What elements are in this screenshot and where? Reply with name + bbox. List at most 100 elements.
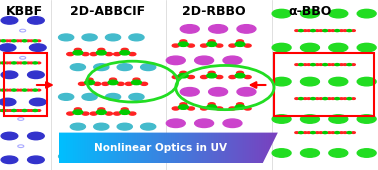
Circle shape xyxy=(129,34,144,41)
Bar xyxy=(4,53,47,116)
Circle shape xyxy=(1,109,6,112)
Circle shape xyxy=(339,30,343,31)
Circle shape xyxy=(29,98,46,106)
Circle shape xyxy=(117,64,132,71)
Circle shape xyxy=(244,107,251,110)
Circle shape xyxy=(201,75,208,79)
Circle shape xyxy=(187,75,194,79)
Circle shape xyxy=(117,123,132,130)
Circle shape xyxy=(82,34,97,41)
Circle shape xyxy=(59,153,74,160)
Circle shape xyxy=(79,142,85,145)
Circle shape xyxy=(29,62,33,64)
Circle shape xyxy=(303,30,307,31)
Circle shape xyxy=(357,77,376,86)
Circle shape xyxy=(94,142,101,145)
Circle shape xyxy=(307,30,311,31)
Circle shape xyxy=(1,71,18,79)
Circle shape xyxy=(5,40,9,42)
Text: Nonlinear Optics in UV: Nonlinear Optics in UV xyxy=(94,143,227,153)
Circle shape xyxy=(235,136,245,141)
Circle shape xyxy=(22,89,27,91)
Circle shape xyxy=(209,150,228,159)
Circle shape xyxy=(357,9,376,18)
Circle shape xyxy=(121,108,128,111)
Circle shape xyxy=(129,53,136,56)
Circle shape xyxy=(301,43,319,52)
Circle shape xyxy=(319,30,323,31)
Circle shape xyxy=(357,149,376,157)
Circle shape xyxy=(301,149,319,157)
Circle shape xyxy=(319,64,323,65)
Circle shape xyxy=(323,30,327,32)
Circle shape xyxy=(335,98,339,100)
Circle shape xyxy=(59,94,74,100)
Circle shape xyxy=(307,64,311,65)
Circle shape xyxy=(347,30,352,32)
Circle shape xyxy=(67,53,74,56)
Circle shape xyxy=(301,77,319,86)
Circle shape xyxy=(110,138,116,141)
Circle shape xyxy=(272,149,291,157)
Circle shape xyxy=(301,9,319,18)
Circle shape xyxy=(120,50,130,55)
Circle shape xyxy=(74,48,81,52)
Circle shape xyxy=(327,30,331,31)
Circle shape xyxy=(352,98,355,99)
Circle shape xyxy=(180,71,187,74)
Circle shape xyxy=(299,132,303,134)
Circle shape xyxy=(16,110,20,111)
Circle shape xyxy=(141,64,156,71)
Circle shape xyxy=(8,110,12,111)
Circle shape xyxy=(331,64,335,65)
Circle shape xyxy=(307,132,311,133)
Circle shape xyxy=(29,44,46,51)
Circle shape xyxy=(172,107,179,110)
Circle shape xyxy=(117,82,124,85)
Circle shape xyxy=(73,50,83,55)
Circle shape xyxy=(19,62,23,64)
Circle shape xyxy=(74,108,81,111)
Circle shape xyxy=(82,112,89,115)
Circle shape xyxy=(237,25,256,33)
Circle shape xyxy=(323,98,327,100)
Circle shape xyxy=(96,110,106,114)
Circle shape xyxy=(229,107,236,110)
Circle shape xyxy=(311,132,315,134)
Circle shape xyxy=(1,62,6,64)
Circle shape xyxy=(82,53,89,56)
Circle shape xyxy=(311,30,315,32)
Circle shape xyxy=(86,138,93,141)
Circle shape xyxy=(16,62,20,64)
Circle shape xyxy=(132,80,141,85)
Circle shape xyxy=(223,119,242,128)
Circle shape xyxy=(331,98,335,99)
Circle shape xyxy=(209,88,228,96)
Circle shape xyxy=(70,123,85,130)
Circle shape xyxy=(28,132,44,140)
Circle shape xyxy=(1,40,6,42)
Circle shape xyxy=(178,105,188,109)
Circle shape xyxy=(303,64,307,65)
Circle shape xyxy=(229,75,236,79)
Circle shape xyxy=(207,73,217,78)
Circle shape xyxy=(244,75,251,79)
Circle shape xyxy=(207,105,217,109)
Circle shape xyxy=(195,119,214,128)
Circle shape xyxy=(357,115,376,123)
Circle shape xyxy=(343,30,347,31)
Circle shape xyxy=(216,138,223,141)
Circle shape xyxy=(29,110,33,111)
Circle shape xyxy=(347,132,352,134)
Circle shape xyxy=(0,40,2,42)
Circle shape xyxy=(102,142,109,145)
Circle shape xyxy=(187,107,194,110)
Circle shape xyxy=(315,30,319,31)
Circle shape xyxy=(295,64,299,65)
Circle shape xyxy=(352,64,355,65)
Circle shape xyxy=(37,89,41,91)
Circle shape xyxy=(108,80,118,85)
Circle shape xyxy=(208,40,215,43)
Circle shape xyxy=(12,62,16,64)
Circle shape xyxy=(339,132,343,133)
